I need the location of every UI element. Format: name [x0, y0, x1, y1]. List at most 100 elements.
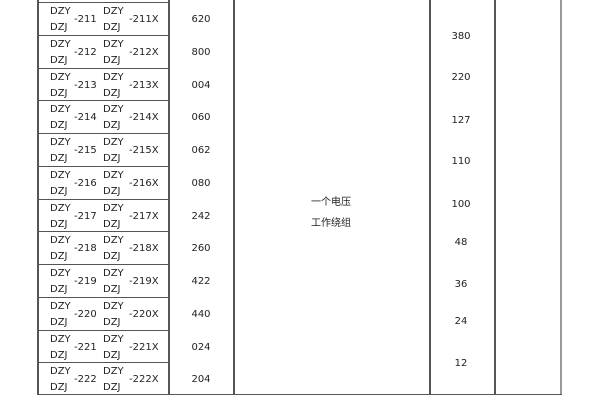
model-part-b: DZJ — [50, 316, 68, 328]
model-part-d: DZJ — [103, 185, 121, 197]
row-divider — [37, 296, 169, 298]
model-part-n: -219 — [74, 276, 97, 287]
model-part-x: -217X — [129, 210, 159, 222]
model-part-d: DZJ — [103, 120, 121, 132]
code-cell: 062 — [191, 145, 211, 156]
code-cell: 440 — [191, 308, 211, 320]
model-part-b: DZJ — [50, 185, 68, 197]
model-part-c: DZY — [103, 38, 124, 50]
model-part-b: DZJ — [50, 382, 68, 394]
code-cell: 004 — [191, 79, 211, 91]
model-part-a: DZY — [50, 333, 71, 345]
model-part-x: -214X — [129, 112, 159, 124]
model-part-n: -213 — [74, 79, 97, 91]
model-part-n: -221 — [74, 341, 97, 353]
voltage-value: 36 — [454, 279, 468, 290]
model-part-d: DZJ — [103, 251, 121, 263]
model-part-a: DZY — [50, 38, 71, 50]
model-part-c: DZY — [103, 300, 124, 312]
table-border-left — [37, 0, 39, 395]
model-part-c: DZY — [103, 366, 124, 378]
code-cell: 204 — [191, 374, 211, 386]
model-part-a: DZY — [50, 71, 71, 83]
model-part-n: -222 — [74, 374, 97, 386]
winding-label-line1: 一个电压 — [311, 197, 351, 208]
column-divider — [494, 0, 496, 395]
model-part-x: -221X — [129, 341, 159, 353]
voltage-value: 12 — [454, 358, 468, 369]
model-part-b: DZJ — [50, 54, 68, 66]
model-part-b: DZJ — [50, 218, 68, 230]
voltage-value: 24 — [454, 316, 468, 327]
row-divider — [37, 133, 169, 134]
column-divider — [168, 0, 170, 395]
voltage-value: 48 — [454, 237, 468, 248]
model-part-d: DZJ — [103, 349, 121, 361]
model-part-c: DZY — [103, 137, 124, 148]
model-part-b: DZJ — [50, 251, 68, 263]
model-part-b: DZJ — [50, 120, 68, 132]
model-part-a: DZY — [50, 6, 71, 17]
model-part-c: DZY — [103, 169, 124, 181]
code-cell: 024 — [191, 341, 211, 353]
model-part-x: -218X — [129, 243, 159, 255]
model-part-d: DZJ — [103, 153, 121, 164]
row-divider — [37, 198, 169, 200]
model-part-c: DZY — [103, 104, 124, 116]
model-part-n: -211 — [74, 14, 97, 25]
row-divider — [37, 34, 169, 36]
model-part-n: -215 — [74, 145, 97, 156]
model-part-c: DZY — [103, 235, 124, 247]
code-cell: 422 — [191, 276, 211, 287]
row-divider — [37, 362, 169, 364]
table-border-bottom — [37, 394, 562, 395]
code-cell: 620 — [191, 14, 211, 25]
model-part-c: DZY — [103, 268, 124, 279]
voltage-value: 220 — [451, 72, 471, 83]
row-divider — [37, 329, 169, 331]
column-divider — [233, 0, 235, 395]
model-part-d: DZJ — [103, 54, 121, 66]
model-part-a: DZY — [50, 169, 71, 181]
model-part-n: -220 — [74, 308, 97, 320]
model-part-d: DZJ — [103, 382, 121, 394]
model-part-d: DZJ — [103, 218, 121, 230]
voltage-value: 100 — [451, 199, 471, 210]
model-part-n: -216 — [74, 177, 97, 189]
model-part-a: DZY — [50, 202, 71, 214]
model-part-x: -220X — [129, 308, 159, 320]
model-part-n: -212 — [74, 46, 97, 58]
model-part-d: DZJ — [103, 22, 121, 33]
row-divider — [37, 231, 169, 233]
model-part-x: -215X — [129, 145, 159, 156]
model-part-b: DZJ — [50, 349, 68, 361]
code-cell: 080 — [191, 177, 211, 189]
code-cell: 260 — [191, 243, 211, 255]
model-part-c: DZY — [103, 333, 124, 345]
model-part-a: DZY — [50, 104, 71, 116]
model-part-x: -213X — [129, 79, 159, 91]
voltage-value: 110 — [451, 156, 471, 167]
model-part-a: DZY — [50, 366, 71, 378]
model-part-c: DZY — [103, 202, 124, 214]
model-part-a: DZY — [50, 137, 71, 148]
row-divider — [37, 100, 169, 102]
voltage-value: 127 — [451, 115, 471, 126]
model-part-c: DZY — [103, 71, 124, 83]
row-divider — [37, 67, 169, 69]
table-border-right — [560, 0, 562, 395]
row-divider — [37, 165, 169, 167]
model-part-c: DZY — [103, 6, 124, 17]
model-part-d: DZJ — [103, 316, 121, 328]
model-part-x: -211X — [129, 14, 159, 25]
model-part-x: -222X — [129, 374, 159, 386]
code-cell: 800 — [191, 46, 211, 58]
model-part-a: DZY — [50, 268, 71, 279]
model-part-d: DZJ — [103, 87, 121, 99]
model-part-d: DZJ — [103, 284, 121, 295]
voltage-value: 380 — [451, 31, 471, 42]
column-divider — [429, 0, 431, 395]
model-part-b: DZJ — [50, 22, 68, 33]
model-part-x: -219X — [129, 276, 159, 287]
model-part-n: -214 — [74, 112, 97, 124]
